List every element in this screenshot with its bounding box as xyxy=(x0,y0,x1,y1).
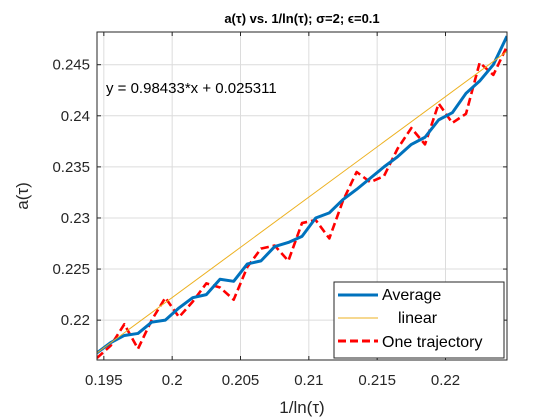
x-tick-label: 0.205 xyxy=(222,372,260,389)
y-tick-label: 0.24 xyxy=(61,108,90,125)
x-tick-label: 0.195 xyxy=(85,372,123,389)
x-axis-title: 1/ln(τ) xyxy=(279,398,324,417)
legend: Average linear One trajectory xyxy=(333,281,505,359)
x-tick-label: 0.21 xyxy=(294,372,323,389)
y-tick-label: 0.22 xyxy=(61,312,90,329)
fit-equation-annotation: y = 0.98433*x + 0.025311 xyxy=(106,80,277,97)
y-tick-label: 0.23 xyxy=(61,210,90,227)
series-line-linear xyxy=(97,51,507,354)
y-tick-label: 0.235 xyxy=(52,159,90,176)
x-tick-label: 0.215 xyxy=(358,372,396,389)
legend-label-one-trajectory: One trajectory xyxy=(382,334,482,351)
grid xyxy=(97,32,507,360)
legend-label-average: Average xyxy=(382,287,441,304)
x-tick-label: 0.22 xyxy=(431,372,460,389)
y-tick-label: 0.245 xyxy=(52,57,90,74)
series-line-one-trajectory xyxy=(97,45,507,359)
chart-title: a(τ) vs. 1/ln(τ); σ=2; ϵ=0.1 xyxy=(224,11,379,26)
legend-label-linear: linear xyxy=(398,310,438,327)
series-line-average xyxy=(97,35,507,355)
x-tick-label: 0.2 xyxy=(162,372,183,389)
ticks: 0.195 0.2 0.205 0.21 0.215 0.22 0.22 0.225 0.23 0… xyxy=(52,32,507,389)
series-layer xyxy=(97,35,507,359)
y-axis-title: a(τ) xyxy=(13,182,32,210)
y-tick-label: 0.225 xyxy=(52,261,90,278)
plot-frame xyxy=(96,31,508,361)
